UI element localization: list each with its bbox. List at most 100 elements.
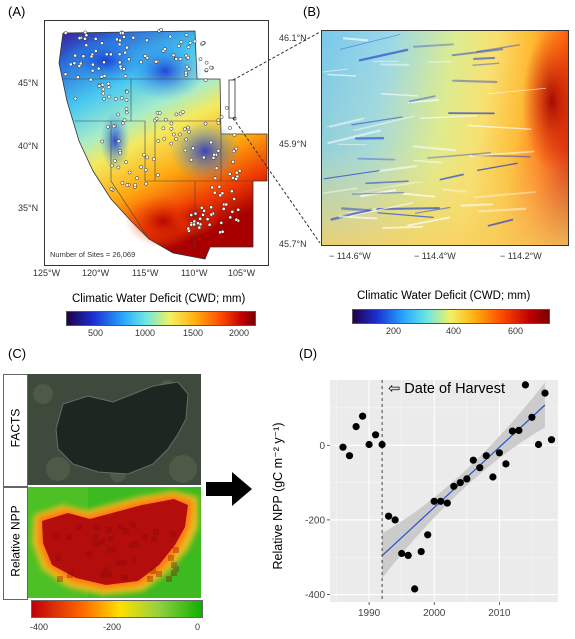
site-point xyxy=(161,126,166,131)
site-point xyxy=(186,55,191,60)
site-point xyxy=(118,38,122,43)
terrain-ridge xyxy=(349,202,414,217)
site-points xyxy=(63,27,242,235)
relative-npp-strip-label: Relative NPP xyxy=(8,505,23,577)
site-point xyxy=(174,57,179,61)
data-point xyxy=(365,440,373,449)
npp-pixel xyxy=(173,566,179,572)
terrain-ridge xyxy=(451,48,504,57)
data-point xyxy=(521,381,529,389)
terrain-ridge xyxy=(341,207,371,212)
terrain-ridge xyxy=(412,145,457,152)
npp-pixel xyxy=(156,571,162,577)
panel-a-lat-tick-35: 35°N xyxy=(18,203,39,213)
panel-a-map-frame: Number of Sites = 26,069 xyxy=(44,20,269,266)
site-count-note: Number of Sites = 26,069 xyxy=(50,250,136,259)
terrain-ridge xyxy=(342,37,369,42)
site-point xyxy=(117,52,122,57)
site-point xyxy=(219,221,224,225)
facts-harvest-polygon xyxy=(28,374,201,485)
relative-npp-image xyxy=(28,487,201,598)
terrain-ridge xyxy=(407,99,440,104)
terrain-ridge xyxy=(487,87,547,95)
zoomed-terrain-texture xyxy=(322,31,568,245)
site-point xyxy=(151,157,156,161)
site-point xyxy=(94,49,98,53)
site-point xyxy=(192,39,197,44)
site-point xyxy=(125,183,130,187)
site-point xyxy=(101,87,106,92)
npp-pixel xyxy=(106,571,112,577)
site-point xyxy=(99,74,104,79)
site-point xyxy=(113,97,118,101)
site-point xyxy=(224,105,229,110)
panel-a-lon-tick-115: 115°W xyxy=(132,268,159,278)
site-point xyxy=(118,64,123,69)
site-point xyxy=(212,190,217,195)
site-point xyxy=(174,137,178,141)
site-point xyxy=(117,60,122,65)
data-point xyxy=(515,426,523,434)
site-point xyxy=(157,111,162,115)
npp-pixel xyxy=(122,575,128,581)
terrain-ridge xyxy=(381,225,424,229)
terrain-ridge xyxy=(439,173,464,181)
panel-a-label: (A) xyxy=(8,4,26,19)
site-point xyxy=(77,64,82,68)
site-point xyxy=(102,97,106,101)
terrain-ridge xyxy=(376,207,440,211)
site-point xyxy=(143,167,148,172)
terrain-ridge xyxy=(427,151,492,159)
terrain-ridge xyxy=(476,162,518,171)
panel-b-cb-tick-400: 400 xyxy=(446,326,462,336)
data-point xyxy=(534,440,543,449)
site-point xyxy=(184,32,189,37)
site-point xyxy=(90,68,95,73)
npp-pixel xyxy=(100,572,106,578)
npp-pixel xyxy=(110,547,116,553)
data-point xyxy=(398,549,406,558)
site-point xyxy=(124,107,129,111)
data-point xyxy=(430,497,438,505)
terrain-ridge xyxy=(442,188,467,193)
site-point xyxy=(180,110,185,114)
site-point xyxy=(202,208,206,213)
site-point xyxy=(93,37,98,41)
site-point xyxy=(198,57,203,62)
site-point xyxy=(186,67,191,71)
panel-d-label: (D) xyxy=(299,346,318,361)
panel-c-colorbar xyxy=(31,600,203,618)
harvest-annotation: ⇦ Date of Harvest xyxy=(388,381,505,397)
site-point xyxy=(210,185,214,190)
terrain-ridge xyxy=(413,43,454,48)
site-point xyxy=(184,70,188,75)
grid-minor xyxy=(330,380,558,602)
terrain-ridge xyxy=(353,115,415,132)
site-point xyxy=(209,140,213,145)
terrain-ridge xyxy=(407,216,450,227)
site-point xyxy=(231,159,235,164)
npp-pixel xyxy=(76,524,82,530)
panel-c-cb-tick-200: -200 xyxy=(103,622,122,632)
site-point xyxy=(101,91,106,96)
npp-pixel xyxy=(150,568,156,574)
site-point xyxy=(188,40,193,45)
site-point xyxy=(202,155,206,160)
npp-pixel xyxy=(103,567,109,573)
site-point xyxy=(83,36,87,41)
npp-pixel xyxy=(66,534,72,540)
site-point xyxy=(110,163,114,168)
site-point xyxy=(234,146,239,151)
site-point xyxy=(91,62,95,67)
site-point xyxy=(131,35,136,40)
panel-b-map-frame xyxy=(321,30,569,246)
site-point xyxy=(145,55,150,60)
npp-pixel xyxy=(86,551,92,557)
terrain-ridge xyxy=(323,169,381,180)
y-tick-label: -400 xyxy=(305,590,325,601)
facts-strip-label: FACTS xyxy=(8,408,23,448)
site-point xyxy=(118,151,123,155)
npp-pixel xyxy=(147,576,153,582)
npp-pixel xyxy=(142,534,148,540)
site-point xyxy=(221,207,226,211)
